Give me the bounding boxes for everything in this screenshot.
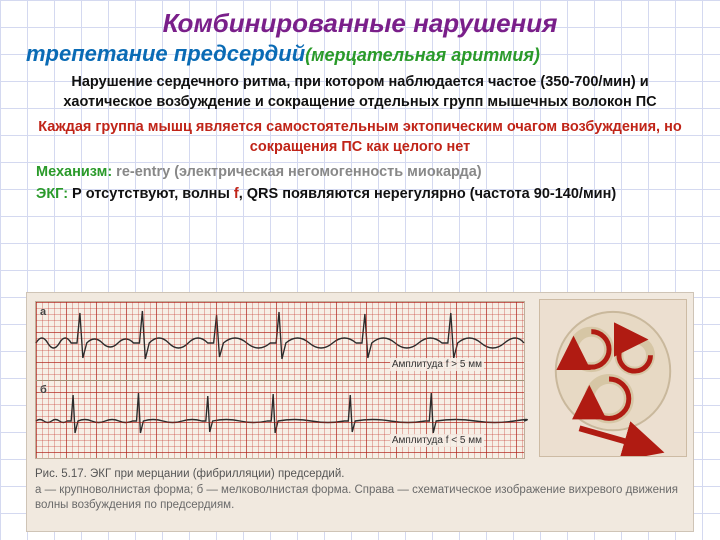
row-label-a: а	[40, 306, 46, 318]
ecg-grid-panel: а Амплитуда f > 5 мм б Амплитуда f < 5 м…	[35, 301, 525, 459]
caption-title: Рис. 5.17. ЭКГ при мерцании (фибрилляции…	[35, 468, 344, 480]
highlight-paragraph: Каждая группа мышц является самостоятель…	[26, 118, 694, 157]
ecg-figure: а Амплитуда f > 5 мм б Амплитуда f < 5 м…	[26, 292, 694, 532]
row-label-b: б	[40, 384, 47, 396]
panel-separator	[36, 380, 524, 381]
amplitude-label-b: Амплитуда f < 5 мм	[390, 434, 484, 447]
slide-subtitle: трепетание предсердий(мерцательная аритм…	[18, 41, 702, 67]
ecg-text-2: , QRS появляются нерегулярно (частота 90…	[239, 186, 616, 202]
ecg-line: ЭКГ: Р отсутствуют, волны f, QRS появляю…	[36, 185, 684, 205]
subtitle-main: трепетание предсердий	[26, 41, 305, 66]
mechanism-line: Механизм: re-entry (электрическая негомо…	[36, 163, 684, 183]
ecg-trace-a	[36, 342, 524, 343]
mechanism-label: Механизм:	[36, 164, 112, 180]
caption-body: а — крупноволнистая форма; б — мелковолн…	[35, 484, 678, 512]
mechanism-text: re-entry (электрическая негомогенность м…	[112, 164, 481, 180]
ecg-label: ЭКГ:	[36, 186, 68, 202]
ecg-trace-b	[36, 420, 524, 421]
swirl-diagram	[539, 299, 687, 457]
subtitle-paren: (мерцательная аритмия)	[305, 45, 540, 65]
slide-title: Комбинированные нарушения	[18, 8, 702, 39]
figure-caption: Рис. 5.17. ЭКГ при мерцании (фибрилляции…	[35, 467, 681, 514]
ecg-text-1: Р отсутствуют, волны	[68, 186, 234, 202]
amplitude-label-a: Амплитуда f > 5 мм	[390, 358, 484, 371]
definition-paragraph: Нарушение сердечного ритма, при котором …	[26, 73, 694, 112]
